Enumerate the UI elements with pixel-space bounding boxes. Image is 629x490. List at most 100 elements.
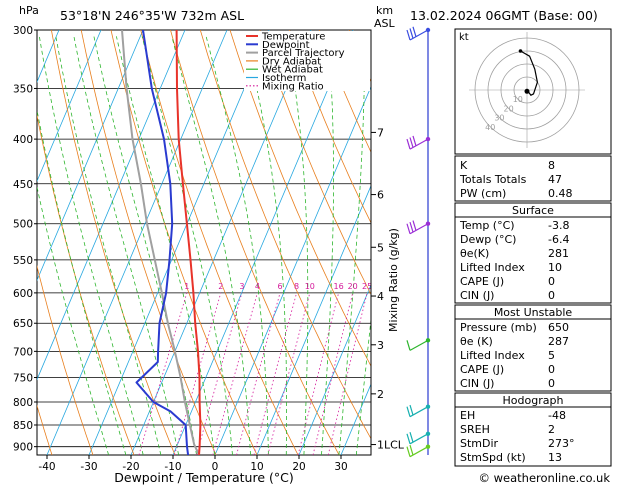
pressure-tick-label: 350 bbox=[13, 83, 33, 95]
index-label: Totals Totals bbox=[459, 173, 527, 186]
wind-barb-shaft bbox=[409, 446, 429, 458]
surface-label: Dewp (°C) bbox=[460, 233, 516, 246]
mixing-ratio-label: 2 bbox=[218, 282, 223, 291]
wind-barb-feather bbox=[406, 406, 411, 417]
dry-adiabat-line bbox=[617, 30, 629, 455]
mixing-ratio-axis-title: Mixing Ratio (g/kg) bbox=[387, 228, 400, 332]
surface-panel: Surface Temp (°C) -3.8 Dewp (°C) -6.4 θe… bbox=[454, 202, 612, 304]
pressure-tick-label: 450 bbox=[13, 179, 33, 191]
temperature-tick-label: -10 bbox=[164, 461, 181, 473]
isotherm-line bbox=[256, 184, 371, 455]
dry-adiabat-line bbox=[289, 30, 371, 224]
parcel-trajectory-line bbox=[121, 30, 200, 455]
wind-barb-feather bbox=[409, 432, 414, 443]
km-tick-label: 1LCL bbox=[377, 439, 405, 452]
surface-value: 0 bbox=[548, 289, 555, 302]
surface-title: Surface bbox=[512, 204, 554, 217]
wind-barb-shaft bbox=[409, 433, 429, 445]
surface-value: -3.8 bbox=[548, 219, 569, 232]
isotherm-line bbox=[37, 30, 144, 282]
wind-barb-shaft bbox=[409, 339, 429, 351]
mixing-ratio-labels: 1 2 3 4 6 8 10 16 20 25 bbox=[184, 282, 372, 291]
pressure-tick-label: 600 bbox=[13, 288, 33, 300]
dewpoint-line bbox=[135, 30, 190, 455]
dry-adiabat-line bbox=[140, 30, 299, 455]
wind-barb-feather bbox=[409, 404, 414, 416]
hodograph-ring-label: 40 bbox=[485, 123, 495, 132]
dry-adiabat-line bbox=[259, 30, 371, 296]
hpa-unit-label: hPa bbox=[19, 4, 39, 17]
most-unstable-panel: Most Unstable Pressure (mb) 650 θe (K) 2… bbox=[454, 304, 612, 392]
mu-value: 0 bbox=[548, 377, 555, 390]
pressure-tick-label: 800 bbox=[13, 397, 33, 409]
hodo-label: StmDir bbox=[460, 437, 499, 450]
wind-barb-feather bbox=[406, 433, 411, 444]
mu-value: 5 bbox=[548, 349, 555, 362]
mixing-ratio-label: 16 bbox=[334, 282, 344, 291]
hodograph-table-title: Hodograph bbox=[503, 394, 564, 407]
temperature-tick-label: -20 bbox=[122, 461, 139, 473]
temperature-tick-label: -30 bbox=[80, 461, 97, 473]
index-value: 8 bbox=[548, 159, 555, 172]
wind-barb-feather bbox=[412, 135, 417, 147]
legend-label: Dewpoint bbox=[262, 40, 310, 51]
km-axis: 7 6 5 4 3 2 1LCL bbox=[370, 30, 405, 455]
hodo-label: EH bbox=[460, 409, 475, 422]
location-label: 53°18'N 246°35'W 732m ASL bbox=[60, 8, 244, 23]
wind-barb-feather bbox=[406, 223, 411, 234]
axes: 300350400450500550600650700750800850900-… bbox=[13, 25, 348, 473]
mu-label: θe (K) bbox=[460, 335, 493, 348]
dry-adiabat-line bbox=[170, 30, 340, 455]
isotherm-line bbox=[37, 30, 102, 183]
wind-barb-feather bbox=[406, 340, 411, 351]
pressure-tick-label: 650 bbox=[13, 318, 33, 330]
wet-adiabat-line bbox=[93, 36, 197, 455]
temperature-tick-label: 0 bbox=[212, 461, 219, 473]
hodograph-ring-label: 10 bbox=[513, 95, 523, 104]
pressure-tick-label: 500 bbox=[13, 219, 33, 231]
km-tick-label: 2 bbox=[377, 388, 384, 401]
hodo-value: 2 bbox=[548, 423, 555, 436]
credit-label: © weatheronline.co.uk bbox=[478, 471, 610, 485]
wind-barb-feather bbox=[412, 220, 417, 231]
asl-unit-label: ASL bbox=[374, 17, 396, 30]
km-tick-label: 4 bbox=[377, 290, 384, 303]
pressure-tick-label: 300 bbox=[13, 25, 33, 37]
pressure-tick-label: 700 bbox=[13, 346, 33, 358]
indices-box bbox=[454, 155, 612, 202]
km-tick-label: 7 bbox=[377, 126, 384, 139]
temperature-tick-label: -40 bbox=[38, 461, 55, 473]
legend-label: Wet Adiabat bbox=[262, 65, 323, 76]
pressure-tick-label: 750 bbox=[13, 373, 33, 385]
surface-value: 0 bbox=[548, 275, 555, 288]
dry-adiabat-line bbox=[110, 30, 258, 455]
isotherm-line bbox=[88, 30, 270, 455]
surface-value: 10 bbox=[548, 261, 562, 274]
dry-adiabat-line bbox=[51, 30, 176, 455]
hodograph-ring-label: 20 bbox=[504, 104, 514, 113]
mixing-ratio-label: 3 bbox=[239, 282, 244, 291]
hodo-value: -48 bbox=[548, 409, 566, 422]
index-label: K bbox=[460, 159, 468, 172]
index-label: PW (cm) bbox=[460, 187, 506, 200]
legend-box bbox=[244, 31, 370, 91]
wet-adiabat-line bbox=[286, 36, 309, 455]
wind-barb-feather bbox=[409, 28, 414, 39]
wet-adiabat-line bbox=[338, 36, 366, 455]
mu-label: CAPE (J) bbox=[460, 363, 504, 376]
wet-adiabat-line bbox=[141, 36, 233, 455]
dry-adiabat-line bbox=[37, 264, 94, 455]
hodo-value: 273° bbox=[548, 437, 575, 450]
temperature-line bbox=[175, 30, 202, 455]
mu-value: 287 bbox=[548, 335, 569, 348]
indices-panel: K 8 Totals Totals 47 PW (cm) 0.48 bbox=[454, 155, 612, 202]
wind-barb-feather bbox=[406, 138, 411, 150]
hodo-label: StmSpd (kt) bbox=[460, 451, 526, 464]
pressure-tick-label: 550 bbox=[13, 255, 33, 267]
legend-label: Temperature bbox=[261, 32, 325, 43]
temperature-tick-label: 30 bbox=[334, 461, 347, 473]
isotherm-line bbox=[130, 30, 312, 455]
wind-barb-shaft bbox=[409, 223, 429, 235]
pressure-tick-label: 400 bbox=[13, 134, 33, 146]
